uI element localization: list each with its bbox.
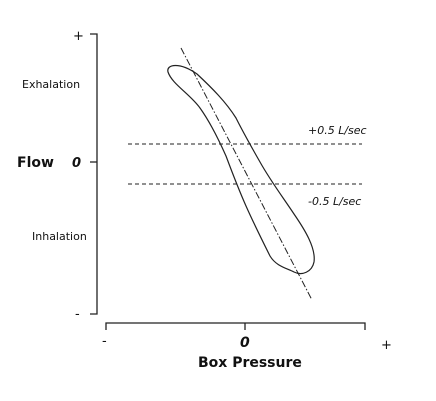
lower-reference-label: -0.5 L/sec xyxy=(308,195,361,208)
exhalation-label: Exhalation xyxy=(22,78,80,91)
x-axis-minus-label: - xyxy=(102,334,107,349)
y-axis-minus-label: - xyxy=(75,307,80,322)
y-axis-title: Flow xyxy=(17,155,54,171)
x-axis-zero-label: 0 xyxy=(240,335,250,351)
y-axis-line xyxy=(90,33,98,315)
regression-line xyxy=(180,47,313,301)
y-axis-zero-label: 0 xyxy=(72,156,81,171)
x-axis-line xyxy=(105,322,366,330)
y-axis-plus-label: + xyxy=(73,29,84,44)
x-axis-plus-label: + xyxy=(381,338,392,353)
x-axis-title: Box Pressure xyxy=(198,355,302,371)
inhalation-label: Inhalation xyxy=(32,230,87,243)
upper-reference-label: +0.5 L/sec xyxy=(308,124,367,137)
pressure-flow-loop xyxy=(167,64,315,275)
